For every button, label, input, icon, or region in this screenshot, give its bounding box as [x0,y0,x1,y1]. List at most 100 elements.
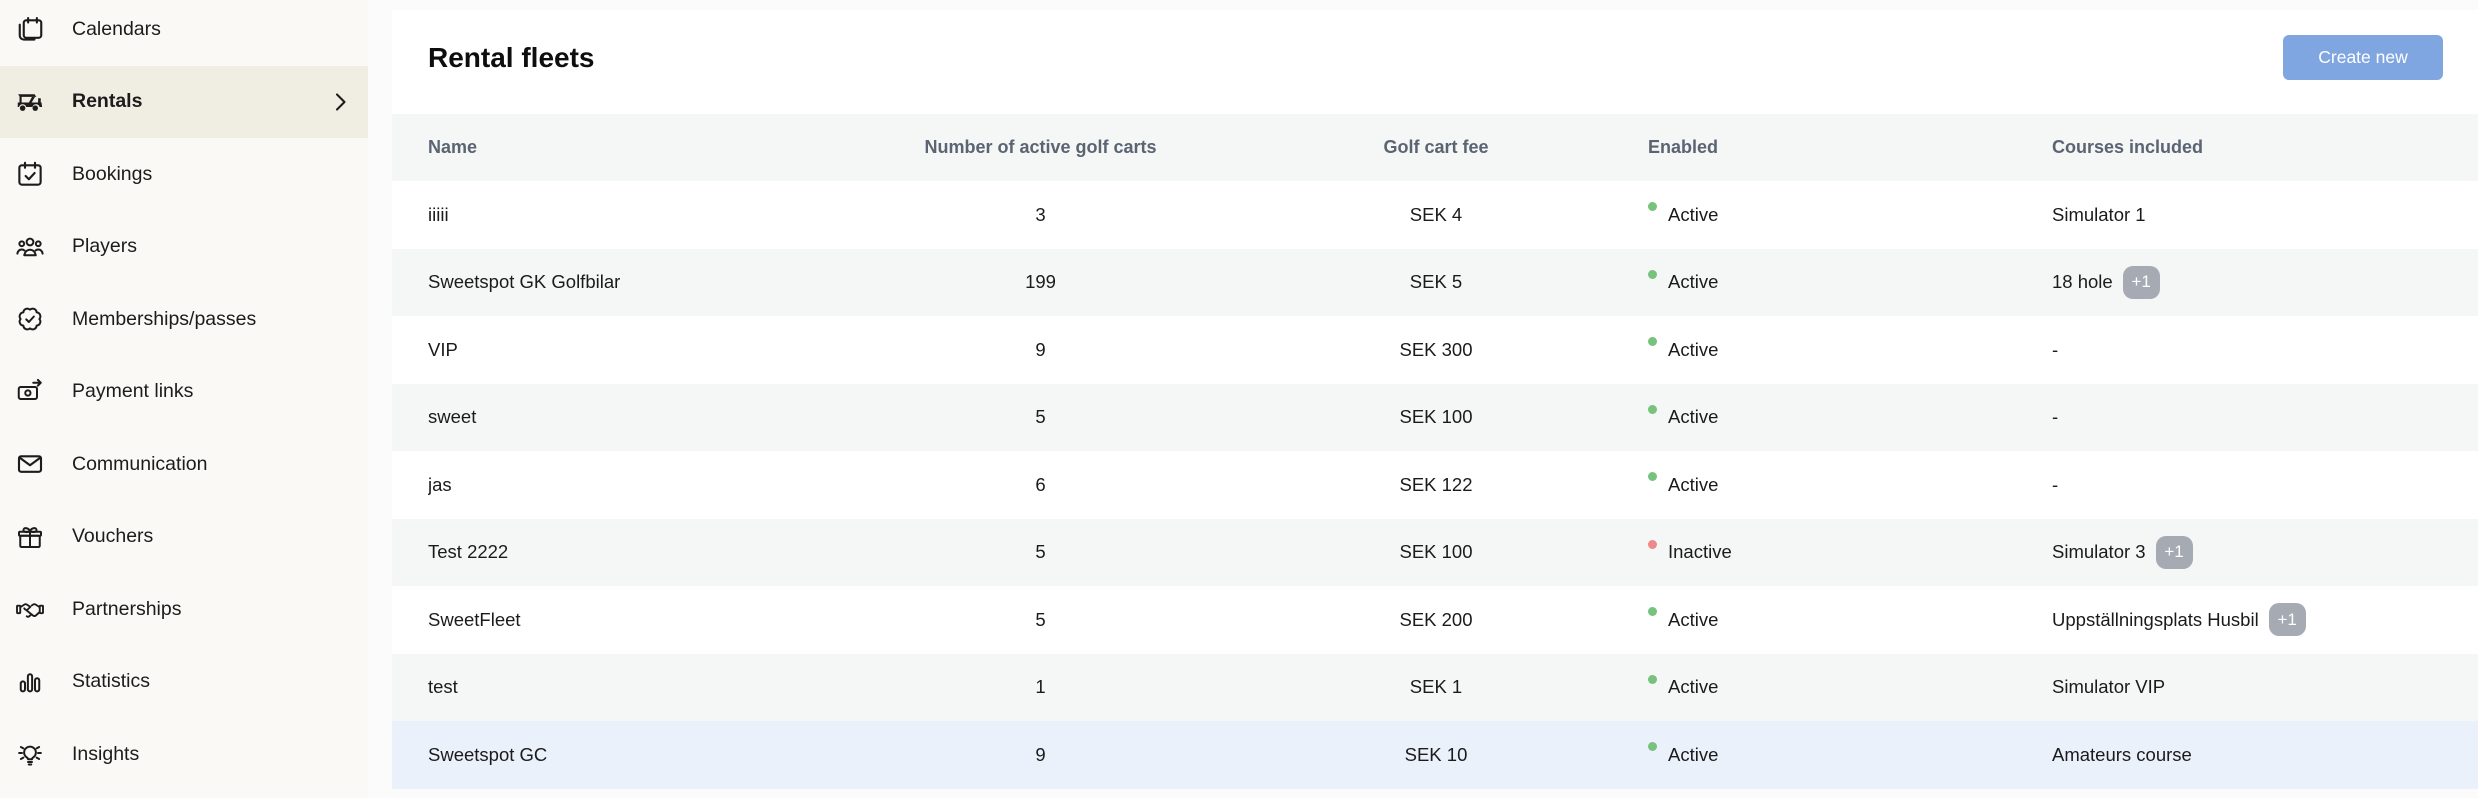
courses-cell: Amateurs course [2052,744,2442,766]
status-dot [1648,269,1657,279]
name-cell: sweet [428,406,477,428]
sidebar-item-vouchers[interactable]: Vouchers [0,501,368,574]
courses-cell: Simulator 3 +1 [2052,535,2442,569]
extra-count-badge: +1 [2122,265,2160,299]
status-dot [1648,337,1657,347]
status-label: Inactive [1668,541,1732,563]
sidebar-item-insights[interactable]: Insights [0,718,368,791]
sidebar-item-rentals[interactable]: Rentals [0,65,368,138]
fee-cell: SEK 1 [1409,676,1463,698]
players-icon [14,231,46,263]
column-header-courses: Courses included [2052,137,2204,157]
table-row[interactable]: Test 2222 5 SEK 100 Inactive Simulator 3… [392,518,2478,586]
sidebar-item-label: Vouchers [72,525,154,548]
name-cell: Sweetspot GK Golfbilar [428,271,621,293]
table-row[interactable]: test 1 SEK 1 Active Simulator VIP [392,653,2478,721]
sidebar-item-memberships[interactable]: Memberships/passes [0,283,368,356]
sidebar-item-label: Bookings [72,162,153,185]
courses-label: - [2052,406,2059,428]
courses-cell: 18 hole +1 [2052,265,2442,299]
fee-cell: SEK 122 [1399,473,1473,495]
sidebar-item-label: Players [72,235,138,258]
table-row[interactable]: Sweetspot GC 9 SEK 10 Active Amateurs co… [392,721,2478,789]
status-dot [1648,607,1657,617]
status-dot [1648,742,1657,752]
page-title: Rental fleets [428,41,595,73]
status-dot [1648,472,1657,482]
name-cell: SweetFleet [428,608,521,630]
status-cell: Active [1624,607,2052,631]
fee-cell: SEK 100 [1399,406,1473,428]
status-cell: Active [1624,674,2052,698]
status-cell: Active [1624,472,2052,496]
name-cell: VIP [428,338,458,360]
table-row[interactable]: sweet 5 SEK 100 Active - [392,383,2478,451]
table-row[interactable]: jas 6 SEK 122 Active - [392,451,2478,519]
sidebar-item-label: Partnerships [72,597,182,620]
courses-cell: Uppställningsplats Husbil +1 [2052,603,2442,637]
name-cell: jas [428,473,452,495]
status-label: Active [1668,203,1719,225]
gift-icon [14,521,46,553]
table-row[interactable]: VIP 9 SEK 300 Active - [392,316,2478,384]
sidebar-item-calendars[interactable]: Calendars [0,0,368,66]
active-carts-cell: 6 [1035,473,1046,495]
status-cell: Active [1624,404,2052,428]
active-carts-cell: 9 [1035,338,1046,360]
courses-label: Simulator 3 [2052,541,2146,563]
status-label: Active [1668,473,1719,495]
calendars-icon [14,13,46,45]
sidebar-item-statistics[interactable]: Statistics [0,646,368,719]
sidebar-item-label: Communication [72,452,208,475]
handshake-icon [14,593,46,625]
active-carts-cell: 5 [1035,406,1046,428]
courses-label: 18 hole [2052,271,2113,293]
courses-label: Uppställningsplats Husbil [2052,608,2259,630]
sidebar-item-bookings[interactable]: Bookings [0,138,368,211]
status-label: Active [1668,676,1719,698]
sidebar-item-label: Payment links [72,380,194,403]
lightbulb-icon [14,738,46,770]
status-label: Active [1668,743,1719,765]
table-row[interactable]: SweetFleet 5 SEK 200 Active Uppställning… [392,586,2478,654]
courses-cell: Simulator 1 [2052,204,2442,226]
active-carts-cell: 1 [1035,676,1046,698]
courses-cell: Simulator VIP [2052,676,2442,698]
golf-cart-icon [14,86,46,118]
sidebar-item-players[interactable]: Players [0,211,368,284]
name-cell: test [428,676,458,698]
sidebar-item-label: Memberships/passes [72,307,257,330]
sidebar-item-payment-links[interactable]: Payment links [0,356,368,429]
sidebar-item-label: Insights [72,742,140,765]
page-header: Rental fleets Create new [392,10,2478,114]
name-cell: Test 2222 [428,541,509,563]
extra-count-badge: +1 [2268,603,2306,637]
fee-cell: SEK 300 [1399,338,1473,360]
status-cell: Active [1624,269,2052,293]
sidebar-item-partnerships[interactable]: Partnerships [0,573,368,646]
envelope-icon [14,448,46,480]
fee-cell: SEK 100 [1399,541,1473,563]
sidebar-item-label: Statistics [72,670,151,693]
active-carts-cell: 5 [1035,608,1046,630]
courses-label: Amateurs course [2052,743,2192,765]
status-cell: Active [1624,337,2052,361]
fee-cell: SEK 4 [1409,203,1463,225]
active-carts-cell: 5 [1035,541,1046,563]
courses-cell: - [2052,406,2442,428]
name-cell: Sweetspot GC [428,743,548,765]
table-row[interactable]: Sweetspot GK Golfbilar 199 SEK 5 Active … [392,248,2478,316]
sidebar-item-communication[interactable]: Communication [0,428,368,501]
membership-badge-icon [14,303,46,335]
bookings-icon [14,158,46,190]
status-cell: Inactive [1624,539,2052,563]
main-panel: Rental fleets Create new Name Number of … [392,10,2478,789]
bar-chart-icon [14,666,46,698]
status-cell: Active [1624,742,2052,766]
create-new-button[interactable]: Create new [2283,35,2443,80]
table-row[interactable]: iiiii 3 SEK 4 Active Simulator 1 [392,181,2478,249]
status-label: Active [1668,338,1719,360]
fee-cell: SEK 200 [1399,608,1473,630]
status-dot [1648,202,1657,212]
status-cell: Active [1624,202,2052,226]
